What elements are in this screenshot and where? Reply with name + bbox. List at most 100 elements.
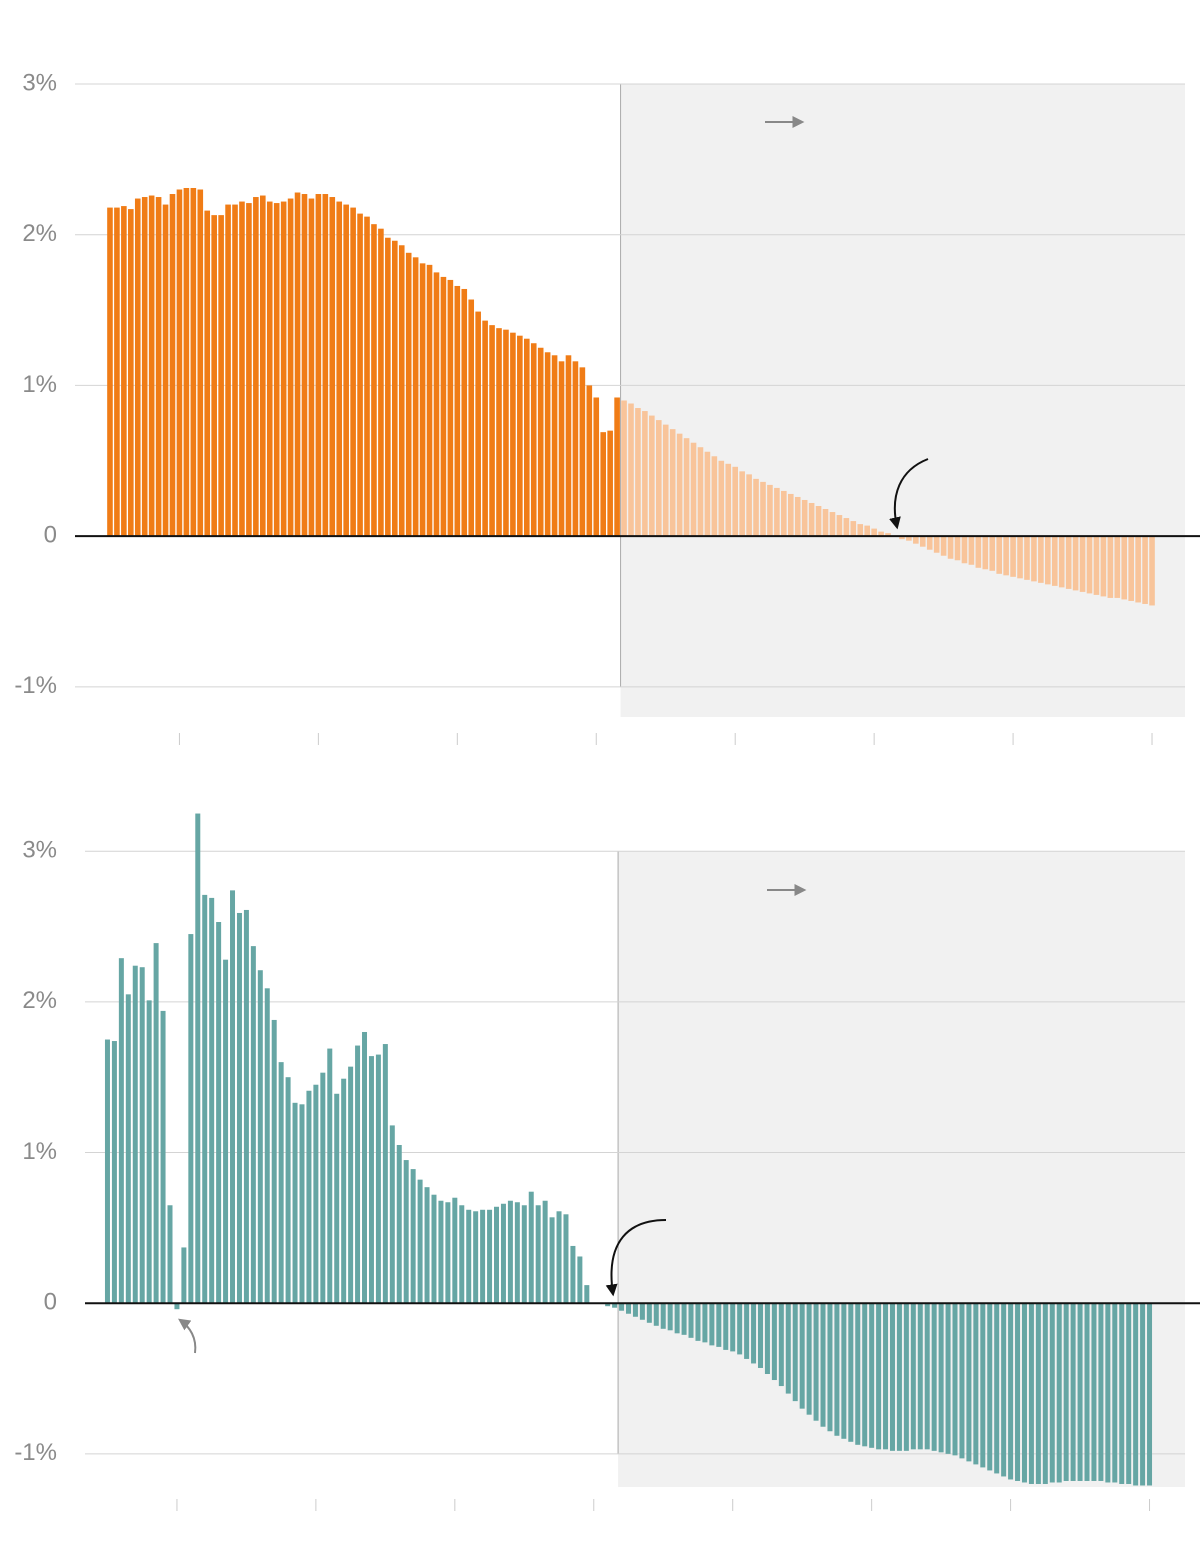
bar xyxy=(584,1285,590,1304)
bar xyxy=(544,352,551,537)
bar xyxy=(996,536,1002,574)
bar xyxy=(753,478,759,537)
bar xyxy=(438,1200,444,1304)
bar xyxy=(287,198,294,537)
bar xyxy=(1126,1303,1132,1484)
bar xyxy=(903,1303,909,1451)
bar xyxy=(683,438,690,537)
bar xyxy=(1010,536,1016,577)
bar xyxy=(848,1303,854,1442)
bar xyxy=(626,1303,631,1314)
bar xyxy=(1031,536,1037,582)
bar xyxy=(906,536,912,541)
bar xyxy=(718,460,725,537)
bar xyxy=(141,197,148,537)
bar xyxy=(475,311,481,537)
bar xyxy=(876,1303,882,1450)
bar xyxy=(445,1202,451,1304)
bar xyxy=(292,1102,298,1304)
bar xyxy=(565,355,572,537)
bar xyxy=(517,335,523,537)
bar xyxy=(160,1010,166,1304)
bar xyxy=(216,922,222,1304)
bar xyxy=(586,385,593,537)
bar xyxy=(885,533,891,537)
bar xyxy=(195,813,201,1304)
bar xyxy=(385,237,391,537)
bar xyxy=(535,1205,541,1304)
bar xyxy=(820,1303,826,1427)
bar xyxy=(667,1303,673,1331)
bar xyxy=(271,1019,277,1304)
bar xyxy=(1114,536,1121,598)
bar xyxy=(690,442,697,537)
bar xyxy=(357,213,363,537)
bar xyxy=(760,481,766,537)
bar xyxy=(662,424,669,537)
bar xyxy=(118,958,124,1304)
bar xyxy=(128,209,134,537)
bar xyxy=(223,959,229,1304)
bar xyxy=(883,1303,889,1450)
bar xyxy=(660,1303,666,1329)
bar xyxy=(176,189,183,537)
bar xyxy=(230,890,236,1304)
bar xyxy=(183,187,190,537)
bar xyxy=(1084,1303,1090,1481)
bar xyxy=(1038,536,1044,583)
bar xyxy=(635,408,641,537)
bar xyxy=(371,224,377,537)
bar xyxy=(771,1303,777,1381)
bar xyxy=(225,204,231,537)
arrow xyxy=(605,1219,667,1297)
bar xyxy=(320,1072,326,1304)
bar xyxy=(841,1303,847,1439)
bar xyxy=(577,1256,583,1304)
bar xyxy=(494,1206,500,1304)
bar xyxy=(507,1200,513,1304)
bar xyxy=(952,1303,958,1456)
bar xyxy=(813,1303,819,1421)
bar xyxy=(503,329,509,537)
bar xyxy=(313,1084,319,1304)
bar xyxy=(167,1205,173,1304)
bar xyxy=(146,1000,152,1304)
bar xyxy=(933,536,940,553)
bar xyxy=(266,201,273,537)
bar xyxy=(556,1211,562,1304)
bar xyxy=(355,1045,361,1304)
bar xyxy=(1086,536,1093,594)
bar xyxy=(350,207,356,537)
bar xyxy=(959,1303,965,1459)
bar xyxy=(878,531,884,537)
bar xyxy=(1091,1303,1097,1481)
bar xyxy=(1065,536,1072,589)
bar xyxy=(655,420,662,537)
bar xyxy=(822,509,829,537)
bar xyxy=(1070,1303,1076,1481)
bar xyxy=(1147,1303,1153,1486)
bar xyxy=(642,411,648,537)
bar xyxy=(107,207,113,537)
bar xyxy=(869,1303,875,1448)
bar xyxy=(1017,536,1023,579)
y-tick-label: 2% xyxy=(22,987,57,1014)
bar xyxy=(243,909,249,1304)
bar xyxy=(299,1104,305,1304)
bar xyxy=(169,194,176,537)
bar xyxy=(889,1303,895,1451)
bar xyxy=(899,536,905,540)
bar xyxy=(572,361,579,537)
bar xyxy=(341,1078,347,1304)
bar xyxy=(1079,536,1086,592)
bar xyxy=(799,1303,805,1409)
bar xyxy=(1051,536,1058,586)
bar xyxy=(801,499,808,537)
bar xyxy=(1135,536,1141,603)
bar xyxy=(864,525,870,537)
bar xyxy=(239,201,245,537)
bar xyxy=(278,1062,284,1304)
bar xyxy=(605,1303,611,1307)
bar xyxy=(125,994,131,1304)
